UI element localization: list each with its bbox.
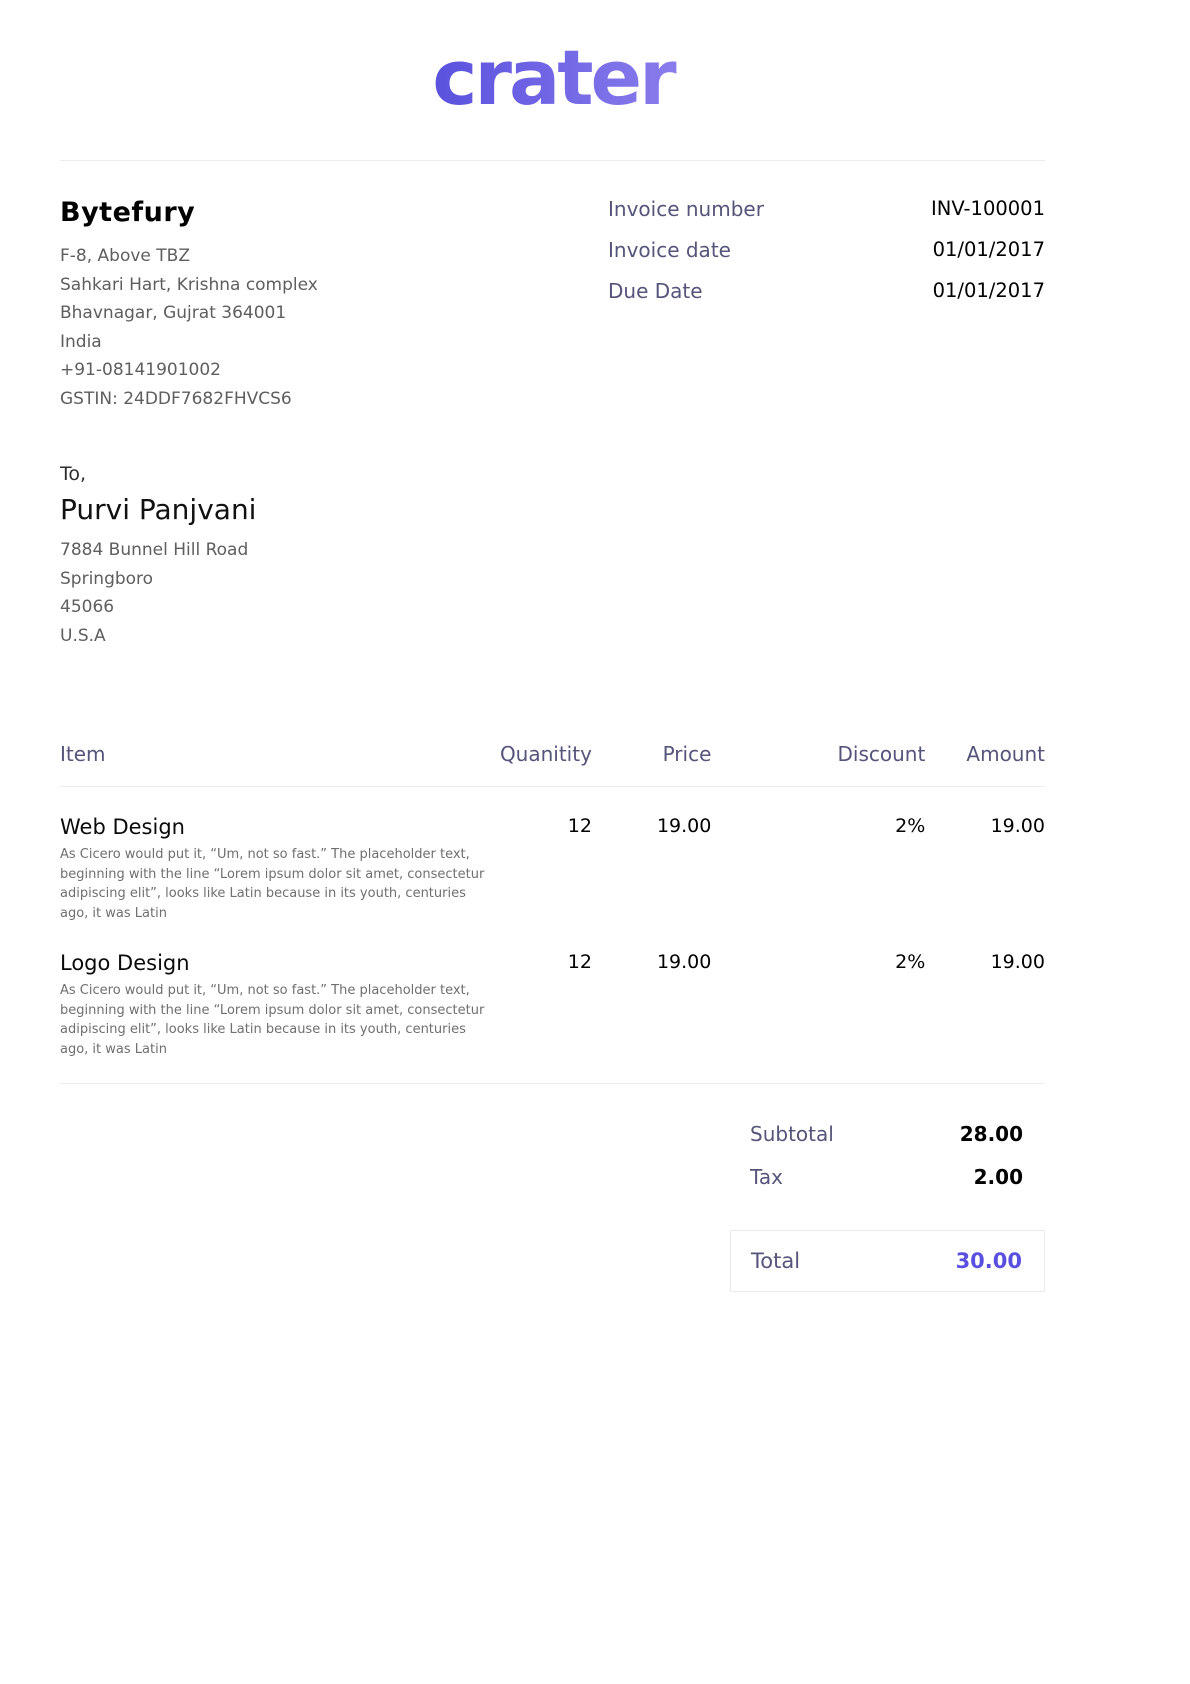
customer-address-line: Springboro — [60, 568, 154, 589]
col-header-amount: Amount — [925, 742, 1045, 787]
total-box: Total 30.00 — [730, 1230, 1045, 1292]
item-row: Logo Design As Cicero would put it, “Um,… — [60, 923, 1045, 1059]
item-price: 19.00 — [656, 815, 712, 837]
seller-phone: +91-08141901002 — [60, 360, 221, 380]
item-row: Web Design As Cicero would put it, “Um, … — [60, 787, 1045, 924]
customer-address-line: U.S.A — [60, 625, 106, 646]
logo-container: crater — [60, 0, 1045, 124]
seller-address-line: India — [60, 331, 102, 352]
item-quantity: 12 — [567, 951, 592, 973]
item-name: Web Design — [60, 815, 185, 839]
crater-logo: crater — [432, 33, 680, 122]
item-description: As Cicero would put it, “Um, not so fast… — [60, 847, 485, 921]
col-header-discount: Discount — [711, 742, 926, 787]
seller-and-meta: Bytefury F-8, Above TBZ Sahkari Hart, Kr… — [60, 197, 1045, 413]
seller-address-line: Bhavnagar, Gujrat 364001 — [60, 303, 287, 323]
items-header-row: Item Quanitity Price Discount Amount — [60, 742, 1045, 787]
invoice-date-value: 01/01/2017 — [932, 238, 1045, 261]
seller-gstin: GSTIN: 24DDF7682FHVCS6 — [60, 388, 292, 409]
table-bottom-divider — [60, 1059, 1045, 1084]
invoice-number-row: Invoice number INV-100001 — [608, 197, 1045, 238]
customer-block: To, Purvi Panjvani 7884 Bunnel Hill Road… — [60, 463, 1045, 650]
subtotal-label: Subtotal — [750, 1122, 834, 1146]
customer-address: 7884 Bunnel Hill Road Springboro 45066 U… — [60, 536, 1045, 650]
total-label: Total — [751, 1249, 801, 1273]
tax-row: Tax 2.00 — [730, 1165, 1045, 1208]
item-quantity: 12 — [567, 815, 592, 837]
seller-address: F-8, Above TBZ Sahkari Hart, Krishna com… — [60, 242, 318, 413]
tax-value: 2.00 — [973, 1165, 1023, 1189]
customer-address-line: 7884 Bunnel Hill Road — [60, 540, 249, 560]
item-discount: 2% — [895, 951, 926, 973]
seller-address-line: F-8, Above TBZ — [60, 246, 190, 266]
header-divider — [60, 160, 1045, 161]
col-header-item: Item — [60, 742, 492, 787]
col-header-quantity: Quanitity — [492, 742, 592, 787]
due-date-label: Due Date — [608, 279, 703, 303]
total-value: 30.00 — [955, 1249, 1022, 1273]
crater-logo-text: crater — [432, 38, 677, 122]
item-cell: Logo Design As Cicero would put it, “Um,… — [60, 923, 492, 1059]
item-cell: Web Design As Cicero would put it, “Um, … — [60, 787, 492, 924]
invoice-date-row: Invoice date 01/01/2017 — [608, 238, 1045, 279]
item-description: As Cicero would put it, “Um, not so fast… — [60, 983, 485, 1057]
totals-block: Subtotal 28.00 Tax 2.00 Total 30.00 — [730, 1122, 1045, 1292]
item-discount: 2% — [895, 815, 926, 837]
item-amount: 19.00 — [990, 815, 1045, 837]
tax-label: Tax — [750, 1165, 783, 1189]
invoice-meta-block: Invoice number INV-100001 Invoice date 0… — [608, 197, 1045, 413]
customer-prefix: To, — [60, 463, 87, 485]
invoice-page: crater Bytefury F-8, Above TBZ Sahkari H… — [60, 0, 1045, 1292]
col-header-price: Price — [591, 742, 712, 787]
seller-name: Bytefury — [60, 197, 196, 228]
item-amount: 19.00 — [990, 951, 1045, 973]
subtotal-row: Subtotal 28.00 — [730, 1122, 1045, 1165]
customer-address-line: 45066 — [60, 597, 115, 617]
invoice-number-label: Invoice number — [608, 197, 764, 221]
item-name: Logo Design — [60, 951, 190, 975]
invoice-number-value: INV-100001 — [930, 197, 1045, 220]
subtotal-value: 28.00 — [959, 1122, 1023, 1146]
invoice-date-label: Invoice date — [608, 238, 731, 262]
seller-address-line: Sahkari Hart, Krishna complex — [60, 274, 318, 295]
seller-block: Bytefury F-8, Above TBZ Sahkari Hart, Kr… — [60, 197, 318, 413]
customer-name: Purvi Panjvani — [60, 493, 257, 526]
due-date-value: 01/01/2017 — [932, 279, 1045, 302]
due-date-row: Due Date 01/01/2017 — [608, 279, 1045, 320]
items-table: Item Quanitity Price Discount Amount Web… — [60, 742, 1045, 1059]
item-price: 19.00 — [656, 951, 712, 973]
